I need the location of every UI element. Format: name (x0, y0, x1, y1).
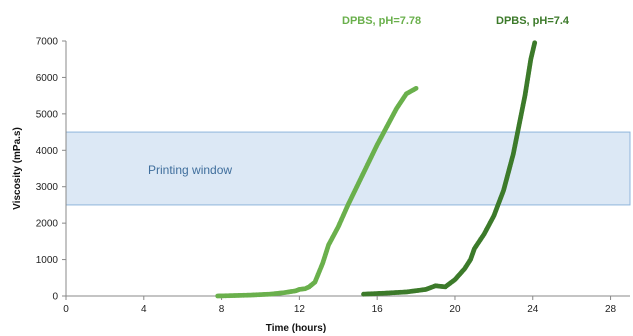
series-2 (361, 40, 538, 297)
x-tick-label: 8 (219, 304, 225, 315)
axes: 0 4 8 12 16 20 24 28 0 1000 2000 3000 4000 5000 6000 7… (36, 37, 630, 315)
x-tick-label: 12 (294, 304, 306, 315)
series-1 (215, 85, 419, 299)
printing-window-label: Printing window (148, 163, 232, 177)
x-axis-ticks: 0 4 8 12 16 20 24 28 (63, 296, 617, 315)
y-axis-ticks: 0 1000 2000 3000 4000 5000 6000 7000 (36, 37, 66, 303)
y-tick-label: 3000 (36, 182, 59, 193)
y-tick-label: 1000 (36, 255, 59, 266)
x-tick-label: 20 (449, 304, 461, 315)
legend: DPBS, pH=7.78 DPBS, pH=7.4 (342, 15, 570, 27)
x-tick-label: 4 (141, 304, 147, 315)
x-tick-label: 16 (372, 304, 384, 315)
x-axis-title: Time (hours) (266, 323, 326, 334)
printing-window-rect (65, 131, 631, 206)
y-tick-label: 6000 (36, 73, 59, 84)
y-tick-label: 2000 (36, 219, 59, 230)
y-axis-title: Viscosity (mPa.s) (12, 127, 23, 210)
series-layer (215, 40, 538, 299)
x-tick-label: 24 (527, 304, 539, 315)
y-tick-label: 4000 (36, 146, 59, 157)
data-point (532, 40, 538, 46)
legend-label-ph-7-4: DPBS, pH=7.4 (496, 15, 570, 27)
y-tick-label: 7000 (36, 37, 59, 48)
legend-label-ph-7-78: DPBS, pH=7.78 (342, 15, 421, 27)
printing-window-band: Printing window (65, 131, 631, 206)
x-tick-label: 28 (605, 304, 617, 315)
y-tick-label: 5000 (36, 109, 59, 120)
x-tick-label: 0 (63, 304, 69, 315)
data-point (413, 85, 419, 91)
y-tick-label: 0 (52, 292, 58, 303)
